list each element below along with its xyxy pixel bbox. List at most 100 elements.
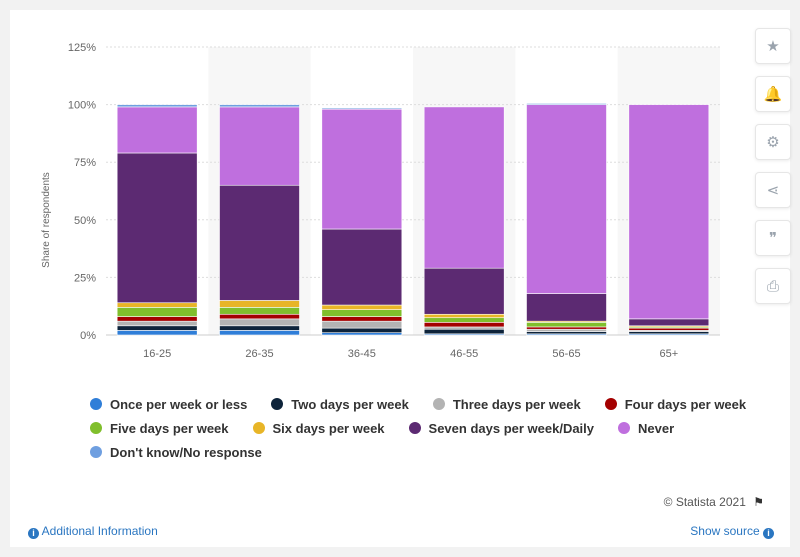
bar-segment[interactable] [219, 318, 300, 327]
legend-swatch [604, 398, 617, 410]
legend-item[interactable]: Once per week or less [90, 397, 247, 412]
bar-segment[interactable] [628, 327, 710, 331]
bell-icon: 🔔 [763, 85, 783, 103]
bar-segment[interactable] [423, 317, 505, 323]
bar-segment[interactable] [116, 325, 198, 331]
x-tick-label: 65+ [659, 348, 678, 360]
share-icon: ⋖ [766, 181, 780, 199]
legend: Once per week or less Two days per week Th… [90, 392, 746, 464]
bar-segment[interactable] [321, 327, 403, 333]
bar-segment[interactable] [423, 326, 505, 330]
bar-segment[interactable] [116, 302, 198, 308]
bar-segment[interactable] [423, 267, 505, 315]
bar-segment[interactable] [526, 104, 607, 294]
bar-segment[interactable] [219, 184, 300, 301]
bar-segment[interactable] [116, 152, 198, 304]
legend-item[interactable]: Seven days per week/Daily [408, 421, 594, 436]
bar-segment[interactable] [628, 104, 710, 320]
bar-segment[interactable] [321, 309, 403, 317]
bar-segment[interactable] [526, 322, 607, 328]
star-icon: ★ [766, 37, 780, 55]
legend-swatch [90, 446, 102, 458]
legend-swatch [252, 422, 265, 434]
y-tick-label: 0% [80, 330, 96, 342]
bar-segment[interactable] [219, 300, 300, 308]
bar-segment[interactable] [116, 320, 198, 327]
legend-label: Two days per week [291, 396, 409, 412]
legend-label: Three days per week [452, 396, 581, 412]
y-axis-label: Share of respondents [41, 172, 52, 268]
bar-segment[interactable] [526, 103, 607, 105]
additional-information-link[interactable]: i Additional Information [28, 524, 158, 539]
legend-swatch [618, 422, 631, 434]
legend-item[interactable]: Six days per week [252, 420, 385, 436]
bar-segment[interactable] [526, 326, 607, 330]
bar-segment[interactable] [116, 104, 198, 108]
legend-label: Never [638, 420, 675, 436]
star-button[interactable]: ★ [755, 28, 791, 64]
legend-row: Don't know/No response [90, 440, 730, 464]
legend-item[interactable]: Don't know/No response [90, 445, 262, 460]
bar-segment[interactable] [116, 330, 198, 336]
chart: 0% 25% 50% 75% 100% 125% 16-25 26-35 36-45 46-55… [41, 42, 720, 360]
legend-label: Five days per week [110, 420, 229, 436]
bar-segment[interactable] [321, 316, 403, 322]
bar-segment[interactable] [116, 106, 198, 154]
legend-swatch [271, 398, 284, 410]
legend-item[interactable]: Four days per week [604, 397, 746, 412]
legend-label: Six days per week [272, 420, 385, 436]
legend-label: Once per week or less [110, 396, 248, 412]
bar-segment[interactable] [116, 316, 198, 322]
chart-toolbar: ★ 🔔 ⚙ ⋖ ❞ ⎙ [755, 28, 791, 316]
bar-segment[interactable] [116, 307, 198, 317]
bar-segment[interactable] [219, 313, 300, 320]
bar-segment[interactable] [321, 228, 403, 306]
x-tick-label: 46-55 [450, 348, 478, 360]
bar-segment[interactable] [219, 330, 300, 336]
legend-item[interactable]: Five days per week [90, 421, 229, 436]
legend-swatch [90, 398, 102, 410]
bell-button[interactable]: 🔔 [755, 76, 791, 112]
bar-segment[interactable] [423, 106, 505, 269]
y-tick-label: 100% [68, 100, 96, 112]
bar-segment[interactable] [423, 328, 505, 335]
bar-segment[interactable] [628, 318, 710, 327]
bar-segment[interactable] [219, 307, 300, 315]
bar-segment[interactable] [423, 313, 505, 319]
share-button[interactable]: ⋖ [755, 172, 791, 208]
bar-segment[interactable] [423, 322, 505, 328]
bar-segment[interactable] [219, 325, 300, 331]
bar-segment[interactable] [628, 331, 710, 335]
chart-card: 0% 25% 50% 75% 100% 125% 16-25 26-35 36-45 46-55… [10, 10, 791, 547]
legend-item[interactable]: Three days per week [432, 396, 581, 412]
legend-item[interactable]: Never [618, 421, 674, 436]
bar-segment[interactable] [219, 104, 300, 108]
legend-row: Five days per week Six days per week Seven… [90, 416, 730, 440]
y-tick-label: 75% [74, 157, 96, 169]
bar-segment[interactable] [219, 106, 300, 186]
bar-segment[interactable] [526, 293, 607, 322]
bar-segment[interactable] [526, 328, 607, 332]
credit-text: © Statista 2021 [663, 495, 746, 509]
print-button[interactable]: ⎙ [755, 268, 791, 304]
flag-icon: ⚑ [753, 495, 764, 509]
bar-segment[interactable] [321, 332, 403, 336]
bar-segment[interactable] [321, 304, 403, 310]
legend-item[interactable]: Two days per week [271, 397, 409, 412]
x-tick-label: 36-45 [348, 348, 376, 360]
bar-segment[interactable] [321, 320, 403, 329]
info-icon: i [28, 528, 39, 539]
x-tick-label: 56-65 [552, 348, 580, 360]
additional-information-label: Additional Information [41, 524, 158, 538]
bar-segment[interactable] [321, 108, 403, 230]
x-tick-label: 26-35 [245, 348, 273, 360]
bar-segment[interactable] [526, 331, 607, 335]
legend-swatch [408, 422, 421, 434]
bar-segment[interactable] [321, 107, 403, 110]
show-source-link[interactable]: Show source i [690, 524, 774, 539]
legend-label: Don't know/No response [110, 444, 262, 460]
gear-button[interactable]: ⚙ [755, 124, 791, 160]
quote-button[interactable]: ❞ [755, 220, 791, 256]
x-tick-label: 16-25 [143, 348, 171, 360]
statista-credit[interactable]: © Statista 2021 ⚑ [664, 495, 764, 509]
